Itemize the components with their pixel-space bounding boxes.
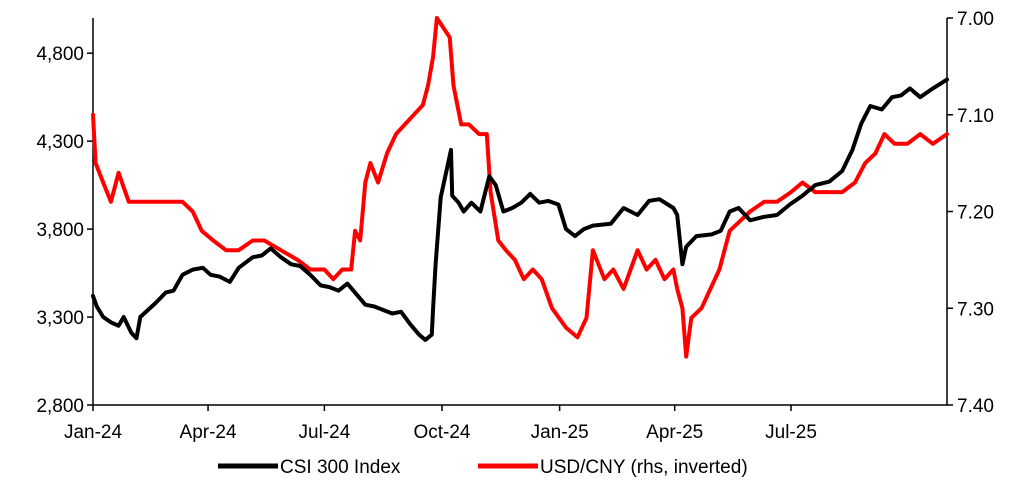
plot-frame xyxy=(92,18,948,406)
left-tick-label: 4,300 xyxy=(36,132,84,153)
right-tick-label: 7.10 xyxy=(957,106,994,127)
usd-cny-line xyxy=(91,16,949,359)
right-axis-ticks: 7.00 7.10 7.20 7.30 7.40 xyxy=(947,9,994,417)
legend: CSI 300 Index USD/CNY (rhs, inverted) xyxy=(218,457,748,478)
x-tick-label: Jul-25 xyxy=(765,422,817,443)
left-tick-label: 3,800 xyxy=(36,220,84,241)
x-tick-label: Jan-24 xyxy=(64,422,123,443)
left-tick-label: 2,800 xyxy=(36,396,84,417)
left-axis-ticks: 2,800 3,300 3,800 4,300 4,800 xyxy=(36,44,93,417)
legend-label-csi-300: CSI 300 Index xyxy=(280,457,401,478)
x-tick-label: Oct-24 xyxy=(413,422,470,443)
x-tick-label: Apr-25 xyxy=(646,422,703,443)
x-tick-label: Jul-24 xyxy=(299,422,351,443)
left-tick-label: 3,300 xyxy=(36,308,84,329)
x-axis-ticks: Jan-24 Apr-24 Jul-24 Oct-24 Jan-25 Apr-25 Jul-… xyxy=(64,405,817,443)
x-tick-label: Apr-24 xyxy=(180,422,237,443)
right-tick-label: 7.40 xyxy=(957,396,994,417)
right-tick-label: 7.30 xyxy=(957,299,994,320)
legend-label-usd-cny: USD/CNY (rhs, inverted) xyxy=(540,457,748,478)
right-tick-label: 7.00 xyxy=(957,9,994,30)
x-tick-label: Jan-25 xyxy=(531,422,589,443)
csi-300-line xyxy=(91,77,949,342)
right-tick-label: 7.20 xyxy=(957,203,994,224)
left-tick-label: 4,800 xyxy=(36,44,84,65)
series-layer xyxy=(91,16,949,359)
